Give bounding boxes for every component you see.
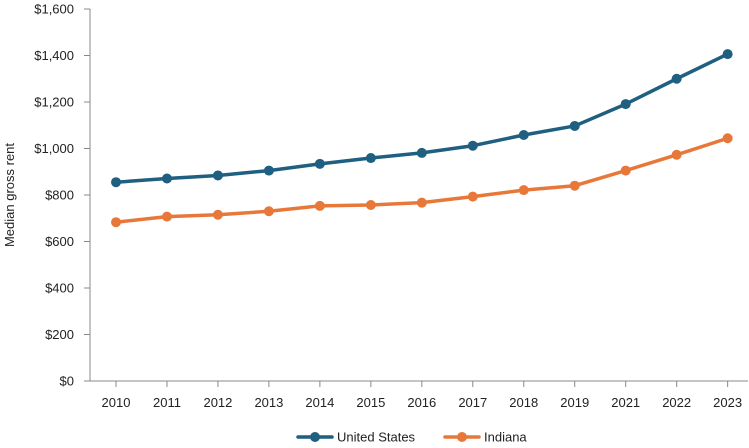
series-united-states [111,49,733,188]
y-tick-label: $0 [60,374,74,389]
data-point-indiana [212,209,223,220]
y-tick-label: $1,000 [34,141,74,156]
y-tick-label: $600 [45,234,74,249]
data-point-united-states [518,130,529,141]
data-point-united-states [620,99,631,110]
data-point-indiana [314,200,325,211]
data-point-indiana [569,180,580,191]
legend: United States Indiana [296,430,527,445]
x-tick-label: 2014 [305,395,334,410]
data-point-united-states [212,170,223,181]
x-tick-label: 2017 [458,395,487,410]
data-point-united-states [416,147,427,158]
x-tick-label: 2016 [407,395,436,410]
legend-item-indiana: Indiana [443,430,527,445]
y-tick-label: $1,200 [34,95,74,110]
x-axis: 2010 2011 2012 2013 2014 2015 2016 2017 2018 2019… [90,380,748,410]
series-layer [111,49,733,228]
y-tick-label: $1,600 [34,2,74,17]
y-axis-title: Median gross rent [2,143,17,247]
legend-label: Indiana [484,430,527,445]
x-tick-label: 2019 [560,395,589,410]
x-tick-label: 2012 [203,395,232,410]
legend-swatch-marker [310,432,320,442]
data-point-indiana [671,149,682,160]
legend-label: United States [337,430,416,445]
y-tick-label: $1,400 [34,48,74,63]
data-point-indiana [722,133,733,144]
y-tick-label: $800 [45,188,74,203]
data-point-united-states [314,158,325,169]
legend-item-united-states: United States [296,430,416,445]
data-point-united-states [161,173,172,184]
data-point-indiana [263,206,274,217]
data-point-indiana [111,217,121,228]
data-point-indiana [467,191,478,202]
data-point-indiana [365,199,376,210]
x-tick-label: 2023 [713,395,742,410]
x-tick-label: 2022 [662,395,691,410]
data-point-indiana [620,165,631,176]
data-point-united-states [569,120,580,131]
data-point-indiana [161,211,172,222]
data-point-indiana [518,185,529,196]
data-point-united-states [263,165,274,176]
data-point-united-states [671,73,682,84]
y-tick-label: $200 [45,327,74,342]
y-tick-label: $400 [45,281,74,296]
legend-swatch-marker [457,432,467,442]
x-tick-label: 2015 [356,395,385,410]
x-tick-label: 2013 [254,395,283,410]
data-point-united-states [722,49,733,60]
x-tick-label: 2018 [509,395,538,410]
data-point-united-states [467,140,478,151]
data-point-united-states [111,177,121,188]
series-line-united-states [114,52,730,184]
data-point-indiana [416,197,427,208]
data-point-united-states [365,153,376,164]
series-indiana [111,133,733,228]
x-tick-label: 2010 [102,395,131,410]
y-axis: $0 $200 $400 $600 $800 $1,000 $1,200 $1,400 $1,6… [34,2,91,389]
x-tick-label: 2011 [153,395,181,410]
x-tick-label: 2021 [611,395,640,410]
